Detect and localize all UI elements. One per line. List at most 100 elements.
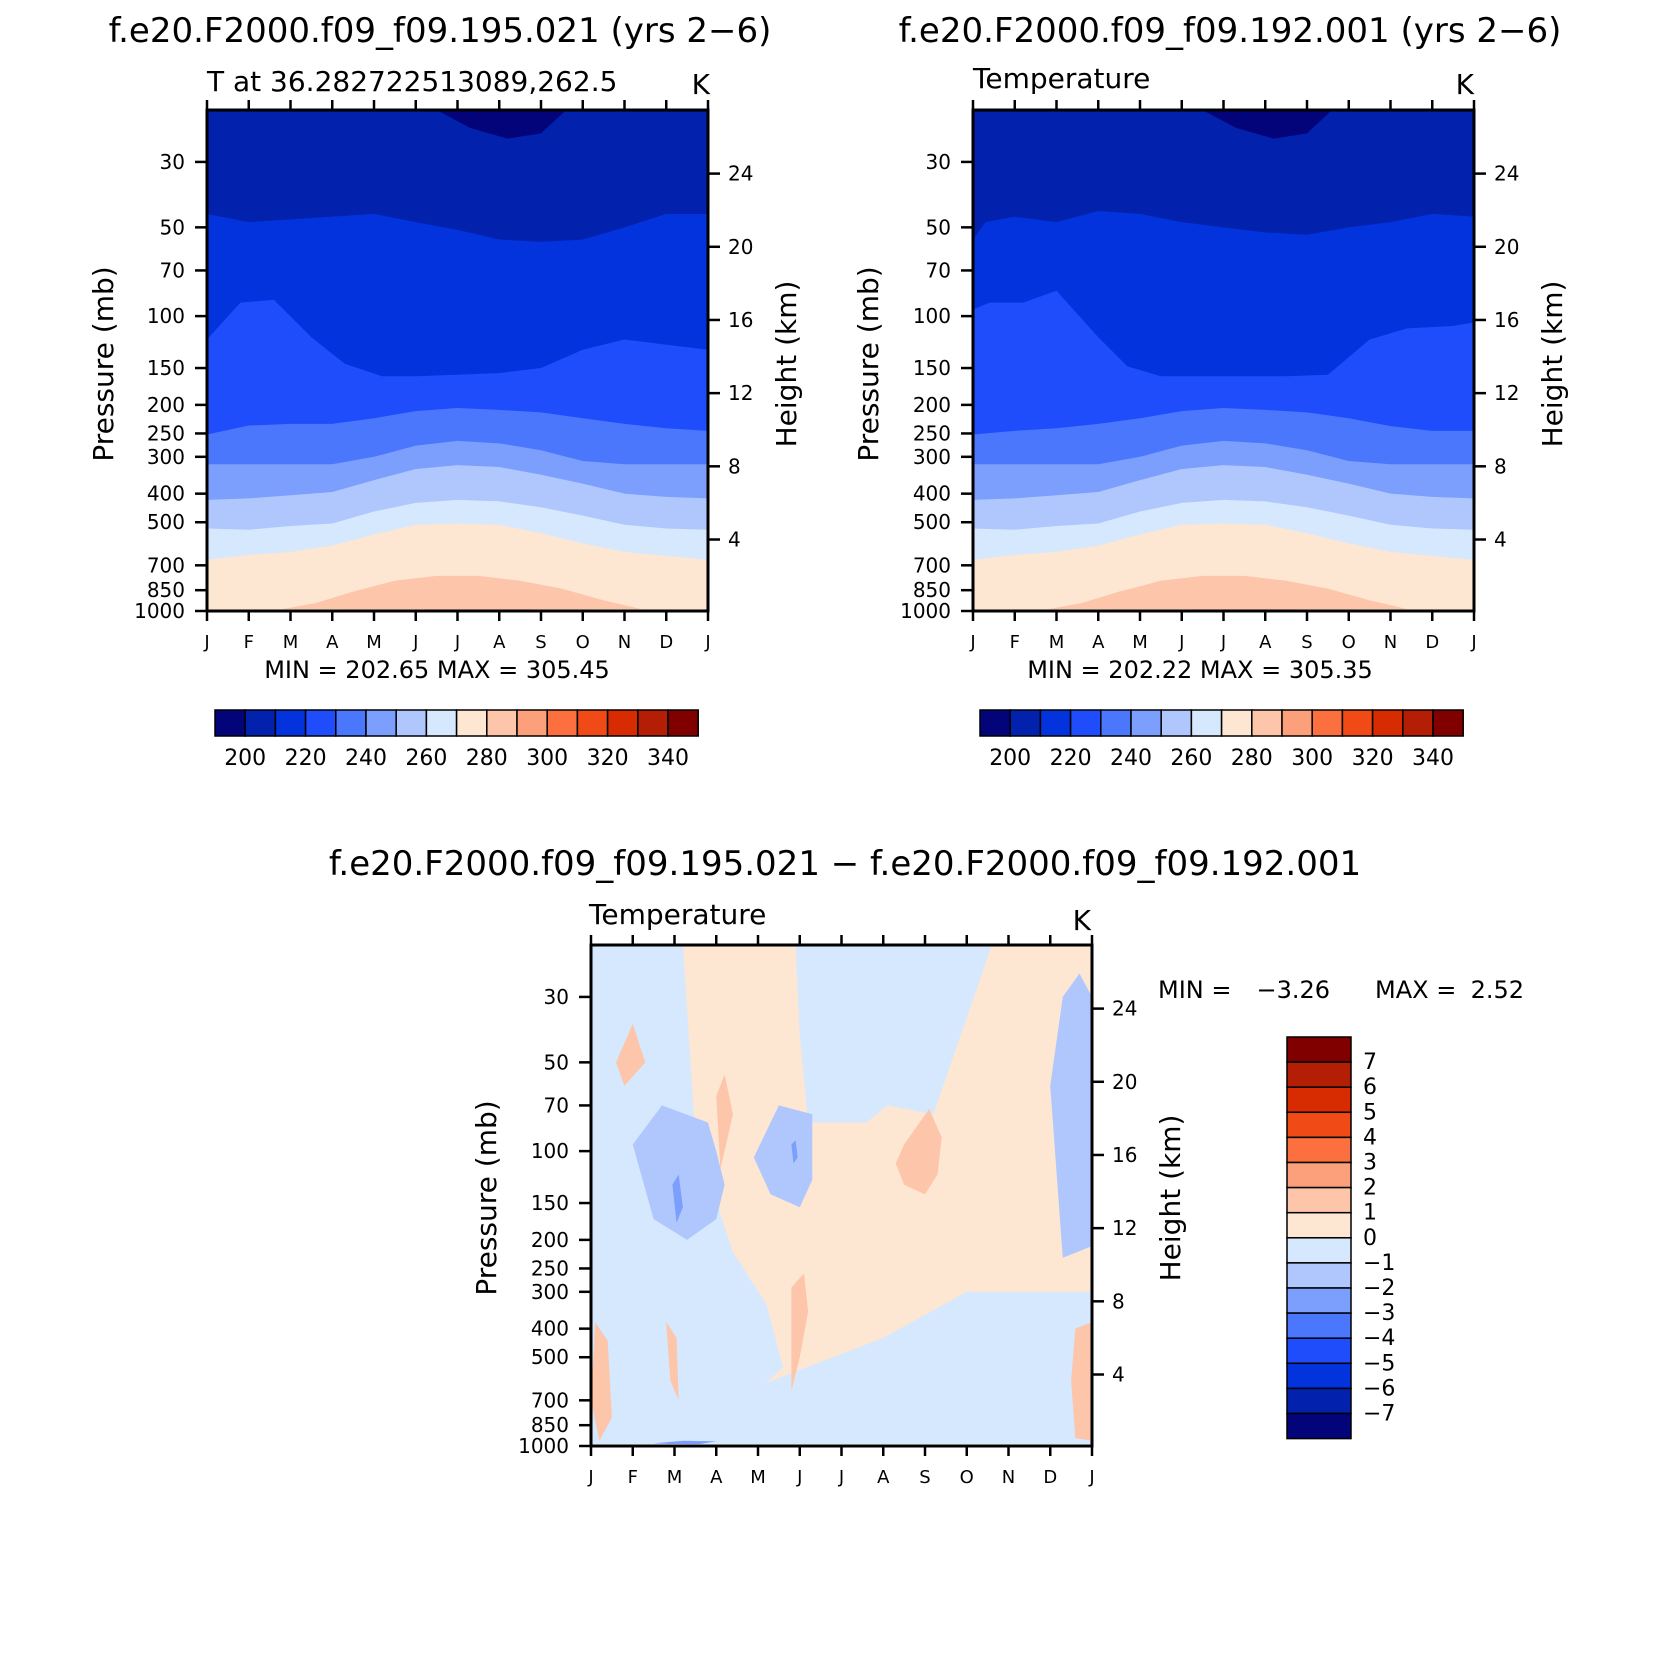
x-tick-label: D [659,632,673,653]
colorbar-label: 340 [1412,746,1454,771]
y2-tick-label: 12 [1112,1216,1137,1240]
x-tick-label: J [203,632,209,653]
panel-difference: f.e20.F2000.f09_f09.195.021 − f.e20.F200… [329,844,1524,1488]
colorbar-box [1220,709,1253,737]
contour-fill [207,110,708,611]
y2-tick-label: 16 [728,308,753,332]
contour-band [632,1105,725,1240]
panel-title: f.e20.F2000.f09_f09.192.001 (yrs 2−6) [899,11,1562,51]
x-tick-label: A [326,632,339,653]
colorbar-box [1190,709,1223,737]
y2-axis-title: Height (km) [770,281,803,448]
x-tick-label: A [493,632,506,653]
y-axis-title: Pressure (mb) [87,266,120,461]
x-tick-label: S [919,1467,930,1488]
x-tick-label: F [1010,632,1020,653]
contour-band [791,1140,798,1164]
x-tick-label: O [1342,632,1356,653]
y-tick-label: 200 [531,1228,569,1252]
colorbar-box [1371,709,1404,737]
y-tick-label: 400 [531,1317,569,1341]
y-tick-label: 300 [913,445,951,469]
y-tick-label: 700 [531,1388,569,1412]
x-tick-label: D [1043,1467,1057,1488]
y-tick-label: 850 [913,578,951,602]
y2-axis-title: Height (km) [1536,281,1569,448]
y-tick-label: 100 [913,304,951,328]
colorbar-box [1286,1312,1352,1339]
y-tick-label: 250 [147,421,185,445]
colorbar-box [1286,1186,1352,1214]
y-tick-label: 30 [544,985,569,1009]
y-tick-label: 70 [544,1093,569,1117]
colorbar-box [1100,709,1132,737]
contour-band [753,1105,813,1208]
y-tick-label: 1000 [900,599,951,623]
x-tick-label: N [618,632,631,653]
colorbar: 200 220 240 260 280 300 320 340 [214,709,699,771]
colorbar-box [516,709,548,737]
colorbar-label: 320 [587,746,629,771]
colorbar-label: −4 [1363,1326,1395,1351]
y2-tick-label: 8 [1494,454,1507,478]
x-tick-label: J [454,632,460,653]
y2-tick-label: 24 [728,162,753,186]
contour-band [436,110,567,139]
colorbar-box [979,709,1011,737]
x-tick-label: J [1088,1467,1094,1488]
colorbar-box [1286,1387,1352,1415]
colorbar-label: −3 [1363,1301,1395,1326]
x-tick-label: S [535,632,546,653]
x-tick-label: M [667,1467,683,1488]
y-tick-label: 30 [160,150,185,174]
colorbar-label: 7 [1363,1050,1377,1075]
y-tick-label: 50 [544,1050,569,1074]
y-tick-label: 150 [531,1191,569,1215]
colorbar-box [1286,1061,1352,1088]
colorbar-box [425,709,458,737]
colorbar-box [1130,709,1162,737]
colorbar-box [1286,1262,1352,1289]
colorbar-box [1069,709,1102,737]
stats-max-label: MAX = [1375,976,1456,1004]
colorbar-label: −5 [1363,1351,1395,1376]
colorbar-box [637,709,669,737]
contour-band [1048,575,1408,610]
stats-min-label: MIN = [1158,976,1231,1004]
x-tick-label: A [1092,632,1105,653]
colorbar-label: 3 [1363,1151,1377,1176]
y-tick-label: 70 [160,258,185,282]
y-tick-label: 100 [147,304,185,328]
y-tick-label: 1000 [518,1434,569,1458]
contour-band [672,1174,683,1223]
contour-band [591,1322,612,1441]
x-tick-label: M [366,632,382,653]
right-label: K [692,68,711,101]
x-tick-label: J [796,1467,802,1488]
colorbar-label: 220 [285,746,327,771]
colorbar-box [1286,1086,1352,1114]
colorbar-label: 4 [1363,1125,1377,1150]
x-tick-label: O [576,632,590,653]
x-tick-label: M [750,1467,766,1488]
y2-tick-label: 4 [1112,1363,1125,1387]
x-tick-label: J [704,632,710,653]
y-tick-label: 300 [147,445,185,469]
x-tick-label: J [838,1467,844,1488]
y2-tick-label: 24 [1112,997,1137,1021]
colorbar-label: 300 [526,746,568,771]
colorbar-box [304,709,337,737]
colorbar-box [1311,709,1344,737]
contour-fill [973,110,1474,611]
left-label: Temperature [588,898,766,931]
y-tick-label: 700 [913,553,951,577]
y-tick-label: 850 [531,1413,569,1437]
y2-tick-label: 12 [1494,381,1519,405]
colorbar-box [1281,709,1313,737]
left-label: T at 36.282722513089,262.5 [206,65,617,98]
y2-tick-label: 16 [1112,1143,1137,1167]
contour-band [1071,1322,1092,1441]
y2-tick-label: 8 [1112,1289,1125,1313]
x-tick-label: J [1220,632,1226,653]
